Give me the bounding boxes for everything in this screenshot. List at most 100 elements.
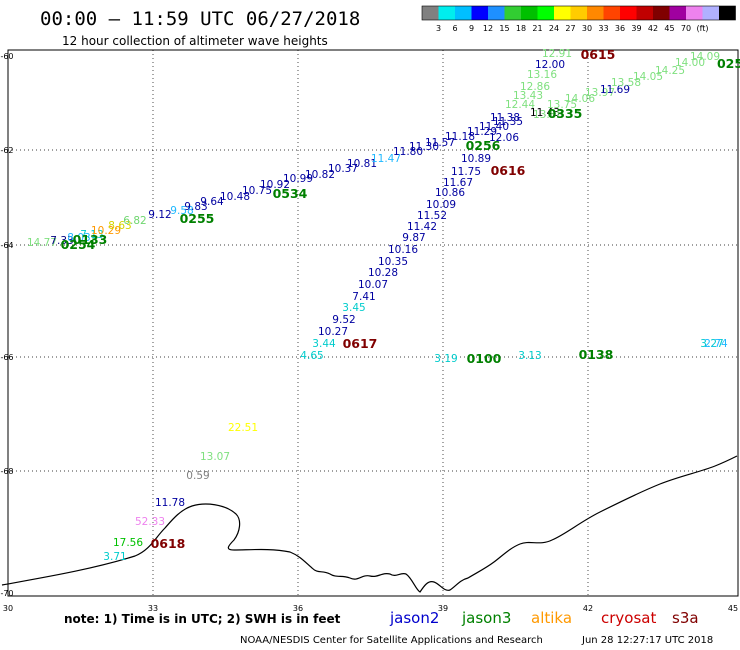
pass-time-label: 0255	[180, 211, 215, 226]
footer-timestamp: Jun 28 12:27:17 UTC 2018	[581, 635, 713, 646]
colorbar-swatch	[620, 6, 637, 20]
page-subtitle: 12 hour collection of altimeter wave hei…	[62, 34, 328, 48]
wave-height-label: 8.63	[108, 220, 131, 232]
pass-time-label: 0335	[548, 106, 583, 121]
wave-height-label: 14.06	[565, 93, 595, 105]
wave-height-label: 13.97	[585, 87, 615, 99]
colorbar-swatch	[471, 6, 488, 20]
wave-height-label: 11.52	[417, 210, 447, 222]
colorbar-swatch	[603, 6, 620, 20]
colorbar-label: 27	[565, 24, 575, 33]
wave-height-label: 11.40	[479, 121, 509, 133]
colorbar-label: (ft)	[696, 24, 708, 33]
wave-height-label: 7.33	[50, 235, 73, 247]
pass-time-label: 0534	[273, 186, 308, 201]
lat-tick-label: -70	[0, 589, 13, 598]
pass-time-label: 0138	[579, 347, 614, 362]
wave-height-label: 13.75	[547, 99, 577, 111]
pass-time-label: 0256	[466, 138, 501, 153]
wave-height-label: 11.43	[530, 107, 560, 119]
wave-height-label: 8.03	[67, 232, 90, 244]
colorbar-swatch	[587, 6, 604, 20]
lat-tick-label: -60	[0, 52, 13, 61]
colorbar-legend: 3 6 9 12 15 18 21 24 27 30 33 36 39 42 45 70 (ft)	[421, 5, 736, 33]
wave-height-label: 14.05	[633, 71, 663, 83]
colorbar-label: 39	[631, 24, 641, 33]
colorbar-label: 45	[664, 24, 674, 33]
wave-height-label: 22.51	[228, 422, 258, 434]
lon-tick-label: 42	[583, 604, 593, 613]
wave-height-label: 11.75	[451, 166, 481, 178]
mission-cryosat: cryosat	[601, 609, 656, 627]
wave-height-label: 6.82	[123, 215, 146, 227]
lon-tick-label: 33	[148, 604, 158, 613]
lat-tick-label: -68	[0, 467, 13, 476]
colorbar-label: 33	[598, 24, 608, 33]
wave-height-label: 14.25	[655, 65, 685, 77]
pass-time-label: 0618	[151, 536, 186, 551]
wave-height-label: 17.56	[113, 537, 143, 549]
colorbar-swatch	[554, 6, 571, 20]
colorbar-label: 42	[648, 24, 658, 33]
wave-height-label: 10.99	[283, 173, 313, 185]
wave-height-label: 10.29	[91, 225, 121, 237]
colorbar-label: 36	[615, 24, 625, 33]
colorbar-swatch	[455, 6, 472, 20]
lon-tick-label: 39	[438, 604, 448, 613]
lat-tick-label: -62	[0, 146, 13, 155]
mission-s3a: s3a	[672, 609, 699, 627]
wave-height-label: 10.16	[388, 244, 418, 256]
mission-legend: jason2 jason3 altika cryosat s3a	[389, 609, 699, 627]
wave-height-label: 12.00	[535, 59, 565, 71]
wave-height-label: 14.77	[27, 237, 57, 249]
wave-height-label: 10.09	[426, 199, 456, 211]
wave-height-label: 10.82	[305, 169, 335, 181]
footer-note: note: 1) Time is in UTC; 2) SWH is in fe…	[64, 612, 341, 626]
wave-height-label: 12.86	[520, 81, 550, 93]
colorbar-swatch	[669, 6, 686, 20]
lon-tick-label: 45	[728, 604, 738, 613]
pass-time-label: 0254	[61, 237, 96, 252]
colorbar-border	[421, 5, 736, 21]
wave-height-label: 0.59	[186, 470, 209, 482]
wave-height-label: 3.19	[434, 353, 457, 365]
wave-height-label: 13.16	[527, 69, 557, 81]
wave-height-label: 7.13	[80, 229, 103, 241]
wave-height-label: 7.41	[352, 291, 375, 303]
colorbar-label: 24	[549, 24, 559, 33]
colorbar-swatch	[521, 6, 538, 20]
wave-height-label: 11.47	[371, 153, 401, 165]
wave-height-label: 13.58	[611, 77, 641, 89]
pass-time-label: 0133	[73, 232, 108, 247]
wave-height-label: 13.43	[513, 90, 543, 102]
mission-jason3: jason3	[461, 609, 511, 627]
colorbar-swatch	[719, 6, 736, 20]
wave-height-label: 9.87	[402, 232, 425, 244]
wave-height-label: 11.29	[467, 126, 497, 138]
wave-height-label: 52.33	[135, 516, 165, 528]
wave-height-label: 13.88	[533, 109, 563, 121]
wave-height-label: 10.89	[461, 153, 491, 165]
lon-tick-label: 30	[3, 604, 13, 613]
lat-tick-label: -66	[0, 353, 13, 362]
wave-height-label: 10.86	[435, 187, 465, 199]
wave-height-label: 10.27	[318, 326, 348, 338]
colorbar-label: 18	[516, 24, 526, 33]
wave-height-label: 10.28	[368, 267, 398, 279]
lat-tick-label: -64	[0, 241, 13, 250]
pass-time-label: 0616	[491, 163, 526, 178]
wave-height-label: 4.65	[300, 350, 323, 362]
colorbar-swatch	[686, 6, 703, 20]
wave-height-label: 10.37	[328, 163, 358, 175]
colorbar-swatch	[636, 6, 653, 20]
wave-height-label: 2.74	[704, 338, 728, 350]
wave-height-label: 11.57	[425, 137, 455, 149]
wave-height-label: 11.30	[409, 141, 439, 153]
wave-height-label: 11.35	[493, 116, 523, 128]
axis-ticks: 30 33 36 39 42 45 -60 -62 -64 -66 -68 -70	[0, 52, 738, 613]
wave-height-label: 11.18	[445, 131, 475, 143]
wave-height-label: 9.83	[184, 201, 207, 213]
wave-height-label: 11.42	[407, 221, 437, 233]
wave-height-label: 3.13	[518, 350, 541, 362]
